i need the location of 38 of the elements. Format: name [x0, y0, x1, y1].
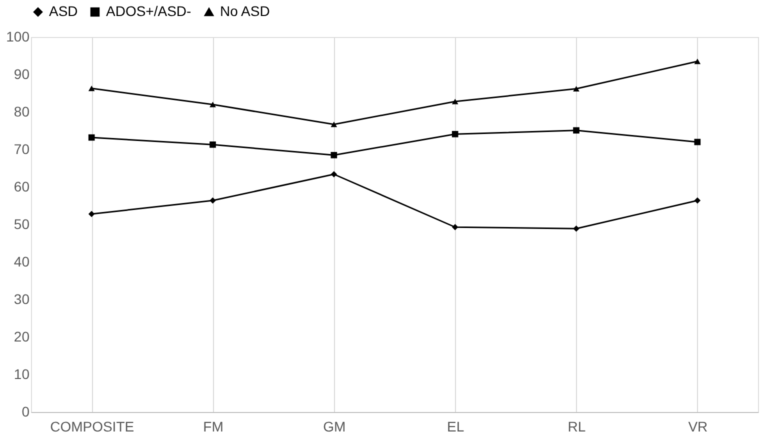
point	[694, 197, 701, 204]
x-tick-label: EL	[447, 418, 464, 434]
point	[573, 86, 580, 92]
point	[210, 197, 216, 204]
x-tick-label: VR	[688, 418, 708, 434]
y-tick-label: 90	[14, 66, 30, 82]
point	[573, 225, 580, 232]
point	[452, 224, 458, 230]
y-tick-label: 80	[14, 104, 30, 120]
y-tick-label: 60	[14, 178, 30, 194]
x-tick-label: GM	[323, 418, 346, 434]
x-tick-label: COMPOSITE	[50, 418, 134, 434]
point	[210, 102, 216, 108]
legend-label: No ASD	[220, 3, 270, 19]
point	[452, 98, 458, 104]
point	[330, 122, 338, 128]
point	[88, 86, 95, 92]
point	[88, 134, 95, 141]
point	[452, 130, 458, 138]
y-tick-label: 10	[14, 366, 30, 382]
legend-label: ADOS+/ASD-	[106, 3, 192, 19]
point	[88, 210, 95, 218]
point	[694, 58, 701, 64]
point	[210, 141, 216, 148]
y-tick-label: 20	[14, 328, 30, 344]
y-tick-label: 30	[14, 291, 30, 307]
x-tick-label: RL	[568, 418, 586, 434]
point	[330, 152, 338, 158]
point	[573, 127, 580, 134]
legend-label: ASD	[49, 3, 78, 19]
y-tick-label: 0	[22, 404, 30, 420]
y-tick-label: 100	[6, 28, 30, 44]
point	[694, 138, 701, 146]
y-tick-label: 50	[14, 216, 30, 232]
x-tick-label: FM	[203, 418, 224, 434]
y-tick-label: 70	[14, 141, 30, 157]
y-tick-label: 40	[14, 254, 30, 270]
point	[330, 171, 338, 178]
